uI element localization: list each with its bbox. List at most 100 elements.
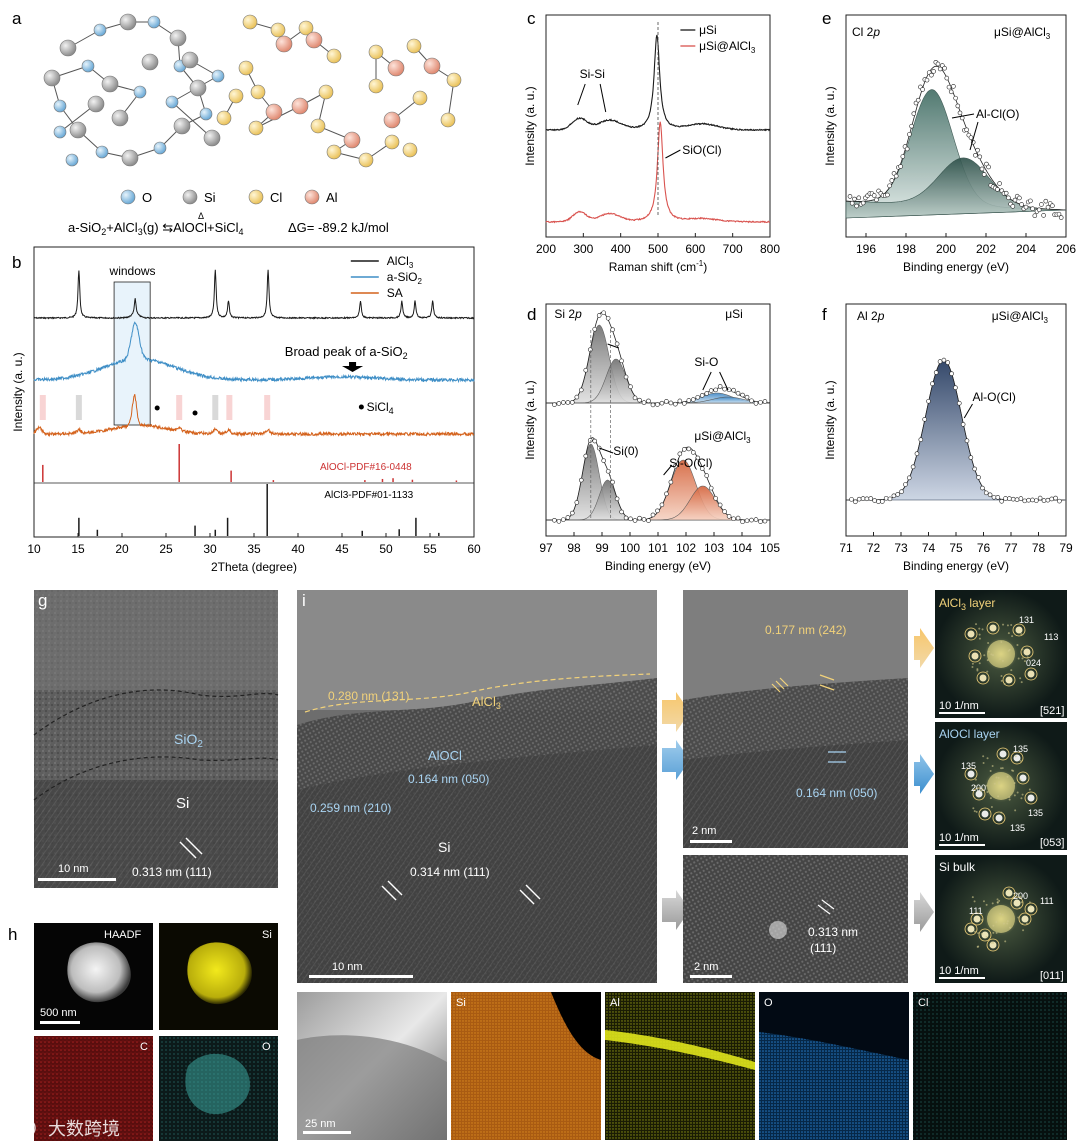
data-point bbox=[933, 370, 939, 375]
atom-al bbox=[275, 35, 293, 53]
fft-spot bbox=[971, 652, 979, 660]
fft-speckle bbox=[999, 658, 1002, 661]
legend-label: Al bbox=[326, 190, 338, 205]
data-point bbox=[1030, 497, 1035, 503]
data-point bbox=[899, 489, 904, 494]
data-point bbox=[704, 473, 710, 478]
atom-cl bbox=[368, 78, 384, 94]
data-point bbox=[578, 387, 584, 393]
fft-speckle bbox=[973, 900, 976, 903]
data-point bbox=[1019, 202, 1024, 207]
fft-speckle bbox=[1006, 922, 1009, 925]
x-tick-label: 55 bbox=[423, 542, 437, 556]
data-point bbox=[911, 111, 917, 116]
annotation-arrow bbox=[577, 83, 586, 106]
x-tick-label: 100 bbox=[620, 541, 640, 555]
fft-speckle bbox=[976, 669, 979, 672]
interface-line bbox=[33, 756, 279, 801]
data-point bbox=[753, 401, 759, 406]
fft-speckle bbox=[1011, 769, 1014, 772]
atom-cl bbox=[242, 14, 258, 30]
data-point bbox=[999, 498, 1004, 504]
atom-cl bbox=[358, 152, 374, 168]
atom-si bbox=[59, 39, 77, 57]
fft-speckle bbox=[991, 902, 994, 905]
x-axis-label: Binding energy (eV) bbox=[605, 559, 711, 573]
atomic-structure-diagram bbox=[43, 13, 462, 168]
legend-label: O bbox=[142, 190, 152, 205]
sub: 2 bbox=[403, 351, 408, 361]
data-point bbox=[583, 453, 589, 459]
data-point bbox=[668, 400, 674, 406]
fft-speckle bbox=[978, 627, 981, 630]
data-point bbox=[650, 402, 656, 408]
data-point bbox=[907, 132, 912, 137]
data-point bbox=[906, 475, 912, 481]
fft-speckle bbox=[980, 789, 983, 792]
fft-speckle bbox=[1021, 922, 1024, 925]
d-spacing-alcl3-242: 0.177 nm (242) bbox=[765, 623, 846, 637]
x-tick-label: 200 bbox=[536, 242, 556, 256]
zone-axis: [521] bbox=[1040, 705, 1064, 717]
fft-index: 200 bbox=[1013, 891, 1028, 901]
data-point bbox=[731, 516, 736, 522]
fft-speckle bbox=[1002, 922, 1005, 925]
data-point bbox=[740, 519, 745, 525]
atom-si bbox=[141, 53, 159, 71]
data-point bbox=[704, 391, 710, 396]
atom-si bbox=[69, 121, 87, 139]
data-point bbox=[686, 398, 692, 403]
data-point bbox=[574, 394, 580, 400]
fft-speckle bbox=[971, 662, 974, 665]
data-point bbox=[619, 358, 624, 364]
data-point bbox=[849, 497, 854, 502]
fft-speckle bbox=[1008, 798, 1011, 801]
x-tick-label: 202 bbox=[976, 242, 996, 256]
data-point bbox=[1014, 497, 1020, 502]
data-point bbox=[931, 69, 936, 74]
data-point bbox=[1049, 496, 1054, 502]
data-point bbox=[605, 315, 611, 321]
fft-speckle bbox=[1008, 926, 1011, 929]
x-tick-label: 40 bbox=[291, 542, 305, 556]
legend-label: AlCl3 bbox=[387, 254, 414, 270]
atom-al bbox=[291, 97, 309, 115]
raman-chart: 200 300 400 500 600 700 800 Raman shift (cm-1) I… bbox=[523, 14, 780, 274]
alcl3-label: AlCl3 bbox=[472, 694, 501, 711]
fft-si: Si bulk 200 111 111 10 1/nm [011] bbox=[935, 855, 1067, 983]
x-tick-label: 76 bbox=[977, 541, 991, 555]
atom-cl bbox=[216, 110, 232, 126]
fft-spot bbox=[1013, 754, 1021, 762]
scale-bar bbox=[939, 977, 985, 979]
data-point bbox=[1037, 495, 1043, 501]
fft-spot-ring bbox=[1016, 771, 1030, 785]
ref-label-alcl3: AlCl3-PDF#01-1133 bbox=[324, 490, 413, 501]
fft-speckle bbox=[1006, 775, 1009, 778]
data-point bbox=[860, 200, 866, 206]
data-point bbox=[929, 72, 934, 78]
atom-si bbox=[111, 109, 129, 127]
atom-al bbox=[305, 31, 323, 49]
fft-spot-ring bbox=[986, 621, 1000, 635]
fft-spot bbox=[981, 810, 989, 818]
data-point bbox=[655, 508, 660, 514]
data-point bbox=[964, 438, 970, 444]
data-point bbox=[1012, 197, 1018, 203]
fft-spot-ring bbox=[978, 807, 992, 821]
o-map-label: O bbox=[262, 1041, 271, 1053]
panel-letter-g: g bbox=[38, 591, 47, 610]
data-point bbox=[986, 164, 991, 170]
panel-letter-a: a bbox=[12, 9, 22, 28]
data-point bbox=[646, 398, 651, 404]
annotation-arrow bbox=[702, 371, 712, 391]
fft-speckle bbox=[980, 932, 983, 935]
fft-index: 135 bbox=[1013, 744, 1028, 754]
x-tick-label: 400 bbox=[611, 242, 631, 256]
data-point bbox=[983, 490, 989, 496]
data-point bbox=[561, 517, 566, 522]
data-point bbox=[628, 516, 633, 522]
data-point bbox=[673, 463, 678, 469]
atom-cl bbox=[318, 84, 334, 100]
data-point bbox=[920, 87, 925, 92]
fft-speckle bbox=[996, 901, 999, 904]
